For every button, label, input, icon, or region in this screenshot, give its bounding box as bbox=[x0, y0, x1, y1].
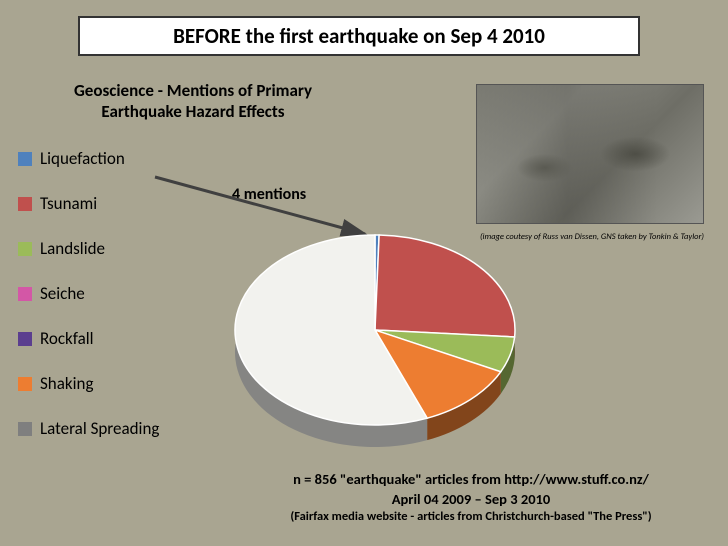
title-banner: BEFORE the first earthquake on Sep 4 201… bbox=[78, 16, 640, 56]
footer-line1: n = 856 "earthquake" articles from http:… bbox=[226, 470, 716, 490]
chart-subtitle: Geoscience - Mentions of Primary Earthqu… bbox=[48, 80, 338, 123]
legend-swatch bbox=[18, 197, 32, 211]
annotation-label: 4 mentions bbox=[232, 185, 306, 204]
legend-item: Liquefaction bbox=[18, 148, 228, 169]
page-title: BEFORE the first earthquake on Sep 4 201… bbox=[173, 23, 545, 49]
legend-item: Landslide bbox=[18, 238, 228, 259]
footer-line2: April 04 2009 – Sep 3 2010 bbox=[226, 490, 716, 510]
legend-label: Tsunami bbox=[40, 193, 97, 214]
legend-swatch bbox=[18, 422, 32, 436]
legend-label: Landslide bbox=[40, 238, 105, 259]
legend-label: Seiche bbox=[40, 283, 85, 304]
legend-item: Lateral Spreading bbox=[18, 418, 228, 439]
legend-item: Tsunami bbox=[18, 193, 228, 214]
legend-swatch bbox=[18, 287, 32, 301]
pie-chart bbox=[230, 230, 520, 480]
legend-label: Rockfall bbox=[40, 328, 94, 349]
legend-swatch bbox=[18, 242, 32, 256]
legend-item: Rockfall bbox=[18, 328, 228, 349]
pie-svg bbox=[230, 230, 520, 450]
legend-swatch bbox=[18, 152, 32, 166]
footer-line3: (Fairfax media website - articles from C… bbox=[226, 509, 716, 526]
footer-note: n = 856 "earthquake" articles from http:… bbox=[226, 470, 716, 526]
liquefaction-photo bbox=[476, 84, 704, 224]
legend-item: Seiche bbox=[18, 283, 228, 304]
legend-label: Shaking bbox=[40, 373, 93, 394]
legend-swatch bbox=[18, 332, 32, 346]
legend-label: Lateral Spreading bbox=[40, 418, 159, 439]
pie-slice bbox=[375, 235, 515, 337]
legend-swatch bbox=[18, 377, 32, 391]
legend-item: Shaking bbox=[18, 373, 228, 394]
legend-label: Liquefaction bbox=[40, 148, 125, 169]
legend: Liquefaction Tsunami Landslide Seiche Rockfa… bbox=[18, 148, 228, 463]
